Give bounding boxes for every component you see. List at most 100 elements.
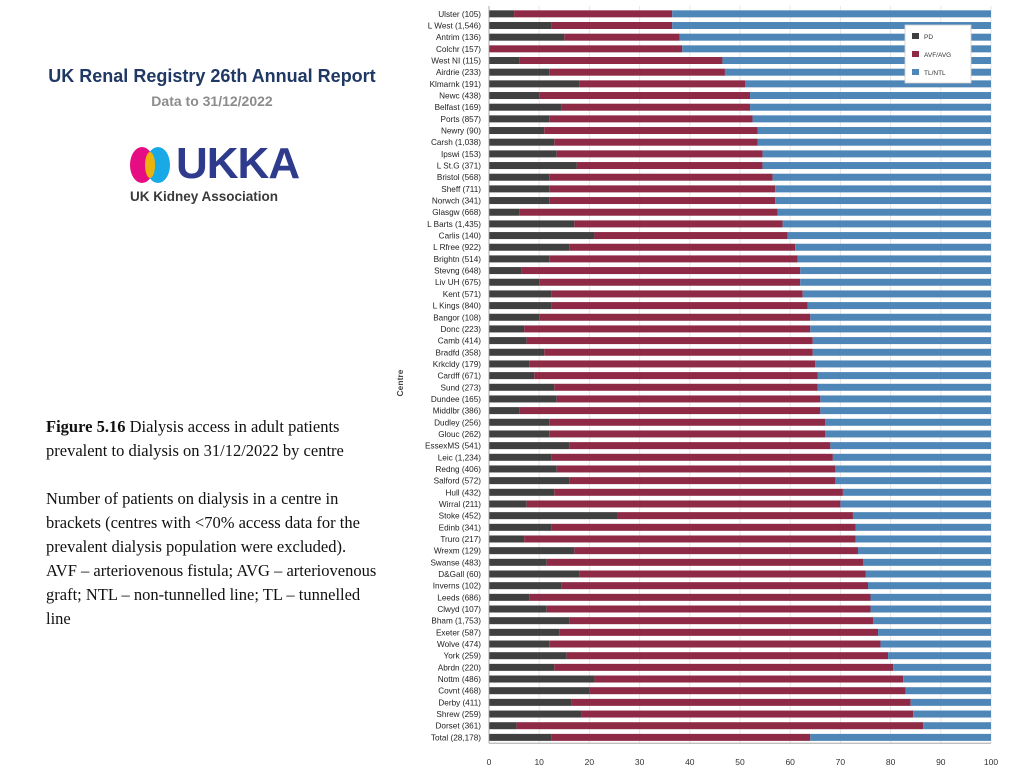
y-tick-label-5: Airdrie (233): [436, 68, 481, 77]
bar-pd-29: [489, 348, 545, 356]
bar-pd-9: [489, 115, 550, 123]
bar-pd-20: [489, 243, 570, 251]
bar-pd-34: [489, 407, 520, 415]
y-tick-label-50: Leeds (686): [437, 593, 481, 602]
bar-pd-39: [489, 465, 557, 473]
bar-pd-52: [489, 617, 570, 625]
y-tick-label-47: Swanse (483): [430, 558, 481, 567]
bar-avfavg-34: [519, 407, 821, 415]
bar-avfavg-56: [554, 663, 894, 671]
bar-avfavg-19: [594, 232, 788, 240]
bar-pd-21: [489, 255, 550, 263]
y-tick-label-41: Hull (432): [446, 488, 482, 497]
bar-avfavg-49: [561, 582, 869, 590]
report-title: UK Renal Registry 26th Annual Report: [48, 66, 376, 86]
x-tick-label-80: 80: [886, 757, 896, 767]
bar-tlntl-55: [888, 652, 991, 660]
bar-pd-31: [489, 372, 535, 380]
bar-tlntl-29: [812, 348, 991, 356]
y-tick-label-42: Wirral (211): [439, 500, 481, 509]
report-subtitle: Data to 31/12/2022: [151, 93, 273, 109]
y-tick-label-52: Bham (1,753): [431, 617, 481, 626]
y-tick-label-15: Sheff (711): [441, 185, 481, 194]
bar-tlntl-34: [820, 407, 991, 415]
bar-pd-53: [489, 628, 560, 636]
bar-avfavg-61: [516, 722, 924, 730]
bar-pd-47: [489, 558, 547, 566]
bar-tlntl-12: [762, 150, 991, 158]
y-tick-label-0: Ulster (105): [438, 10, 481, 19]
y-tick-label-56: Abrdn (220): [438, 663, 482, 672]
y-tick-label-3: Colchr (157): [436, 45, 481, 54]
legend-swatch-1: [912, 51, 919, 57]
y-tick-label-2: Antrim (136): [436, 33, 481, 42]
bar-pd-35: [489, 418, 550, 426]
y-tick-label-11: Carsh (1,038): [431, 138, 481, 147]
bar-avfavg-40: [569, 477, 836, 485]
bar-tlntl-35: [825, 418, 991, 426]
bar-pd-51: [489, 605, 547, 613]
logo-name: UK Kidney Association: [130, 189, 279, 204]
bar-tlntl-5: [724, 68, 991, 76]
bar-avfavg-17: [519, 208, 778, 216]
y-tick-label-7: Newc (438): [439, 92, 481, 101]
legend-swatch-2: [912, 69, 919, 75]
bar-pd-19: [489, 232, 595, 240]
y-tick-label-12: Ipswi (153): [441, 150, 481, 159]
x-tick-label-0: 0: [487, 757, 492, 767]
chart-container: 0 10 20 30 40 50 60 70 80 90 100 Ulster (105) L West…: [380, 0, 1024, 768]
bar-tlntl-30: [815, 360, 991, 368]
bar-pd-2: [489, 33, 565, 41]
bar-pd-15: [489, 185, 550, 193]
y-tick-label-37: EssexMS (541): [425, 442, 481, 451]
bar-pd-43: [489, 512, 618, 520]
legend-label-1: AVF/AVG: [924, 52, 951, 59]
y-tick-label-27: Donc (223): [440, 325, 481, 334]
bar-tlntl-45: [855, 535, 991, 543]
y-tick-label-22: Stevng (648): [434, 267, 481, 276]
y-tick-label-1: L West (1,546): [428, 22, 482, 31]
bar-pd-13: [489, 162, 577, 170]
bar-avfavg-11: [554, 138, 758, 146]
bar-pd-42: [489, 500, 527, 508]
bar-pd-25: [489, 302, 552, 310]
y-tick-label-62: Total (28,178): [431, 733, 481, 742]
x-tick-label-20: 20: [585, 757, 595, 767]
bar-tlntl-24: [802, 290, 991, 298]
bar-tlntl-32: [817, 383, 991, 391]
y-axis-title: Centre: [395, 369, 405, 396]
bar-tlntl-7: [750, 92, 991, 100]
bar-pd-57: [489, 675, 595, 683]
y-tick-label-34: Middlbr (386): [433, 407, 482, 416]
bar-avfavg-5: [549, 68, 725, 76]
y-tick-label-10: Newry (90): [441, 127, 481, 136]
bar-tlntl-31: [817, 372, 991, 380]
bar-avfavg-20: [569, 243, 796, 251]
bar-tlntl-52: [873, 617, 991, 625]
bar-tlntl-53: [878, 628, 991, 636]
x-tick-label-90: 90: [936, 757, 946, 767]
bar-tlntl-50: [870, 593, 991, 601]
bar-pd-16: [489, 197, 550, 205]
y-tick-label-25: L Kings (840): [433, 302, 482, 311]
bar-pd-22: [489, 267, 522, 275]
bar-avfavg-51: [546, 605, 871, 613]
bar-avfavg-2: [564, 33, 680, 41]
y-tick-label-26: Bangor (108): [433, 313, 481, 322]
bar-pd-49: [489, 582, 562, 590]
bar-avfavg-30: [529, 360, 816, 368]
bar-pd-14: [489, 173, 550, 181]
bar-tlntl-6: [745, 80, 991, 88]
y-tick-label-30: Krkcldy (179): [433, 360, 482, 369]
bar-pd-24: [489, 290, 552, 298]
bar-pd-36: [489, 430, 550, 438]
bar-avfavg-16: [549, 197, 776, 205]
bar-tlntl-4: [722, 57, 991, 65]
x-tick-label-100: 100: [984, 757, 998, 767]
bar-tlntl-27: [810, 325, 991, 333]
bar-avfavg-31: [534, 372, 818, 380]
y-tick-label-13: L St.G (371): [437, 162, 482, 171]
y-tick-label-16: Norwch (341): [432, 197, 481, 206]
caption-paragraph: Figure 5.16 Dialysis access in adult pat…: [46, 415, 386, 463]
bar-tlntl-3: [682, 45, 991, 53]
